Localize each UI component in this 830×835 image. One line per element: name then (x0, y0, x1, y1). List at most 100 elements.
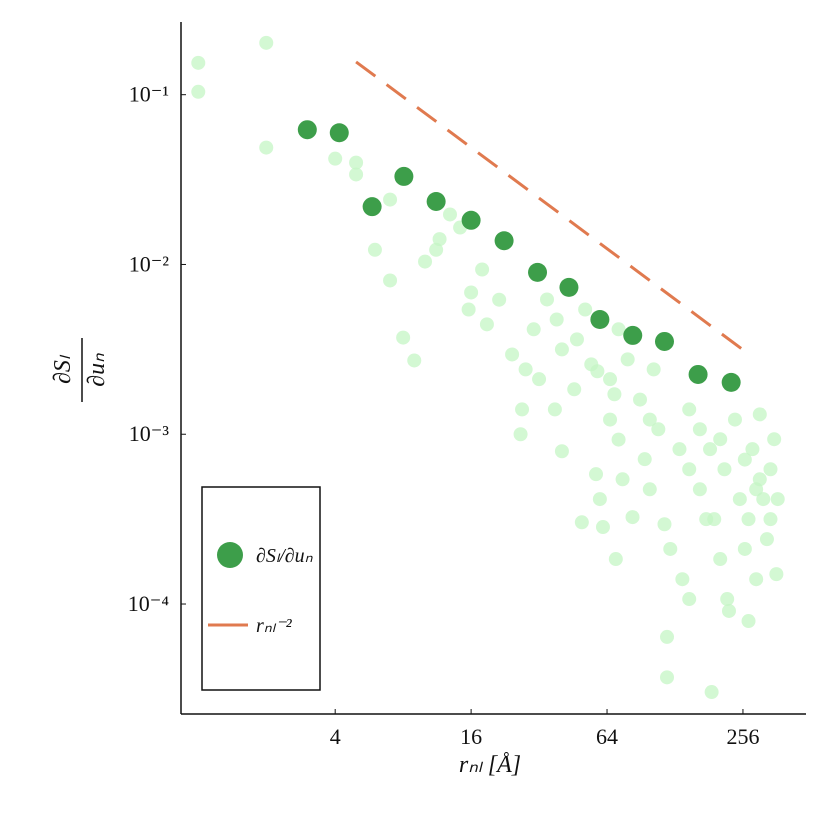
background-point (540, 292, 555, 307)
mean-point (297, 120, 317, 140)
background-point (767, 432, 782, 447)
background-point (699, 512, 714, 527)
background-point (752, 472, 767, 487)
legend-label: ∂Sₗ/∂uₙ (256, 545, 314, 567)
background-point (620, 352, 635, 367)
background-point (663, 541, 678, 556)
background-point (682, 462, 697, 477)
background-point (713, 552, 728, 567)
background-point (567, 382, 582, 397)
background-point (692, 482, 707, 497)
background-point (608, 552, 623, 567)
mean-point (394, 166, 414, 186)
background-point (259, 35, 274, 50)
background-point (769, 567, 784, 582)
background-point (682, 402, 697, 417)
background-point (505, 347, 520, 362)
background-point (642, 412, 657, 427)
background-point (461, 302, 476, 317)
background-point (737, 541, 752, 556)
background-point (704, 685, 719, 700)
mean-point (688, 364, 708, 384)
background-point (429, 242, 444, 257)
background-point (407, 353, 422, 368)
background-point (759, 532, 774, 547)
background-point (554, 342, 569, 357)
mean-point (426, 191, 446, 211)
background-point (547, 402, 562, 417)
background-point (660, 629, 675, 644)
y-tick-label: 10⁻² (129, 251, 170, 276)
background-point (191, 55, 206, 70)
background-point (532, 372, 547, 387)
background-point (418, 254, 433, 269)
background-point (592, 492, 607, 507)
background-point (737, 452, 752, 467)
mean-point (329, 123, 349, 143)
background-point (625, 510, 640, 525)
mean-point (362, 197, 382, 217)
background-point (383, 192, 398, 207)
x-axis-label: rₙₗ [Å] (459, 752, 521, 778)
background-point (660, 670, 675, 685)
background-point (611, 322, 626, 337)
background-point (383, 273, 398, 288)
mean-point (494, 231, 514, 251)
background-point (574, 515, 589, 530)
background-point (526, 322, 541, 337)
mean-point (721, 372, 741, 392)
legend-box (201, 486, 321, 691)
background-point (396, 330, 411, 345)
background-point (672, 442, 687, 457)
background-point (752, 407, 767, 422)
background-point (615, 472, 630, 487)
background-point (590, 364, 605, 379)
reference-line (355, 60, 750, 356)
x-tick-label: 16 (460, 724, 482, 749)
legend-label: rₙₗ⁻² (256, 615, 293, 637)
background-point (642, 482, 657, 497)
background-point (569, 332, 584, 347)
background-point (578, 302, 593, 317)
background-point (432, 232, 447, 247)
background-point (554, 444, 569, 459)
background-point (720, 592, 735, 607)
background-point (756, 492, 771, 507)
y-label-denominator: ∂uₙ (84, 353, 110, 387)
mean-point (559, 277, 579, 297)
background-point (603, 372, 618, 387)
x-tick-label: 64 (596, 724, 618, 749)
background-point (675, 572, 690, 587)
background-point (349, 155, 364, 170)
background-point (191, 84, 206, 99)
y-axis-label: ∂Sₗ ∂uₙ (50, 338, 110, 402)
background-point (603, 412, 618, 427)
y-tick-label: 10⁻¹ (129, 82, 169, 107)
mean-point (461, 210, 481, 230)
background-point (717, 462, 732, 477)
background-point (259, 140, 274, 155)
background-point (703, 442, 718, 457)
background-point (741, 512, 756, 527)
mean-point (528, 262, 548, 282)
background-point (721, 603, 736, 618)
background-point (515, 402, 530, 417)
background-point (727, 412, 742, 427)
background-point (651, 422, 666, 437)
mean-point (590, 310, 610, 330)
background-point (745, 442, 760, 457)
background-point (513, 427, 528, 442)
background-point (479, 317, 494, 332)
background-point (492, 292, 507, 307)
background-point (749, 572, 764, 587)
x-tick-label: 4 (330, 724, 341, 749)
mean-point (623, 325, 643, 345)
background-point (518, 362, 533, 377)
background-point (763, 512, 778, 527)
background-point (682, 592, 697, 607)
background-point (657, 517, 672, 532)
background-point (442, 207, 457, 222)
background-point (732, 492, 747, 507)
background-point (595, 520, 610, 535)
